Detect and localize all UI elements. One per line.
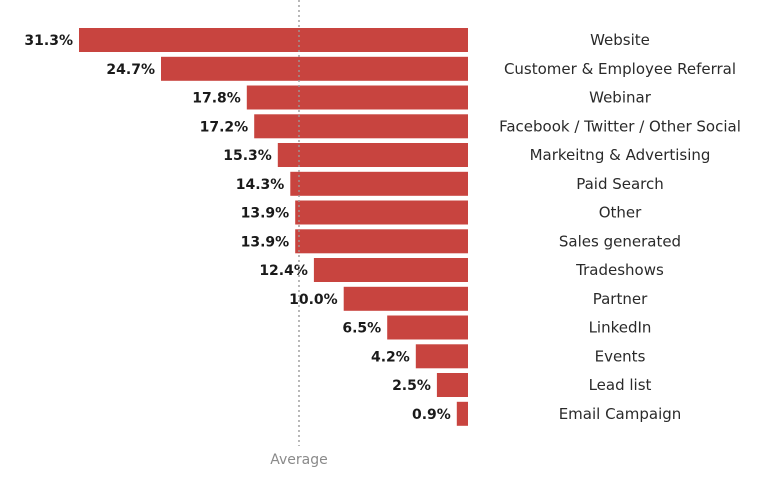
bar-4 xyxy=(277,143,468,167)
value-label-8: 12.4% xyxy=(259,263,308,279)
value-label-4: 15.3% xyxy=(223,148,272,164)
category-label-2: Webinar xyxy=(589,89,652,107)
bar-8 xyxy=(313,258,468,282)
category-label-0: Website xyxy=(590,31,650,49)
category-label-12: Lead list xyxy=(589,376,652,394)
bar-13 xyxy=(456,401,468,426)
category-label-11: Events xyxy=(595,347,646,365)
category-label-9: Partner xyxy=(593,290,648,308)
bar-2 xyxy=(246,85,468,110)
value-label-0: 31.3% xyxy=(24,33,73,49)
bar-9 xyxy=(343,286,468,311)
value-label-2: 17.8% xyxy=(192,91,241,107)
bar-0 xyxy=(79,28,468,52)
value-label-5: 14.3% xyxy=(236,177,285,193)
bar-3 xyxy=(254,114,468,139)
bars-layer: 31.3% Website 24.7% Customer & Employee Ref… xyxy=(24,28,741,426)
value-label-13: 0.9% xyxy=(412,407,451,423)
bar-7 xyxy=(295,229,468,254)
value-label-3: 17.2% xyxy=(200,119,249,135)
value-label-10: 6.5% xyxy=(342,321,381,337)
category-label-3: Facebook / Twitter / Other Social xyxy=(499,117,741,135)
value-label-11: 4.2% xyxy=(371,349,410,365)
value-label-6: 13.9% xyxy=(241,206,290,222)
category-label-13: Email Campaign xyxy=(559,405,682,423)
value-label-9: 10.0% xyxy=(289,292,338,308)
category-label-8: Tradeshows xyxy=(575,261,664,279)
average-label: Average xyxy=(270,452,328,468)
category-label-4: Markeitng & Advertising xyxy=(530,146,711,164)
value-label-12: 2.5% xyxy=(392,378,431,394)
category-label-6: Other xyxy=(599,204,642,222)
bar-6 xyxy=(295,200,468,225)
category-label-1: Customer & Employee Referral xyxy=(504,60,736,78)
value-label-1: 24.7% xyxy=(106,62,155,78)
category-label-7: Sales generated xyxy=(559,232,681,250)
bar-1 xyxy=(161,56,468,81)
category-label-5: Paid Search xyxy=(576,175,664,193)
value-label-7: 13.9% xyxy=(241,234,290,250)
bar-11 xyxy=(415,344,468,369)
bar-10 xyxy=(387,315,468,340)
category-label-10: LinkedIn xyxy=(589,319,652,337)
bar-5 xyxy=(290,171,468,196)
bar-12 xyxy=(436,373,468,397)
